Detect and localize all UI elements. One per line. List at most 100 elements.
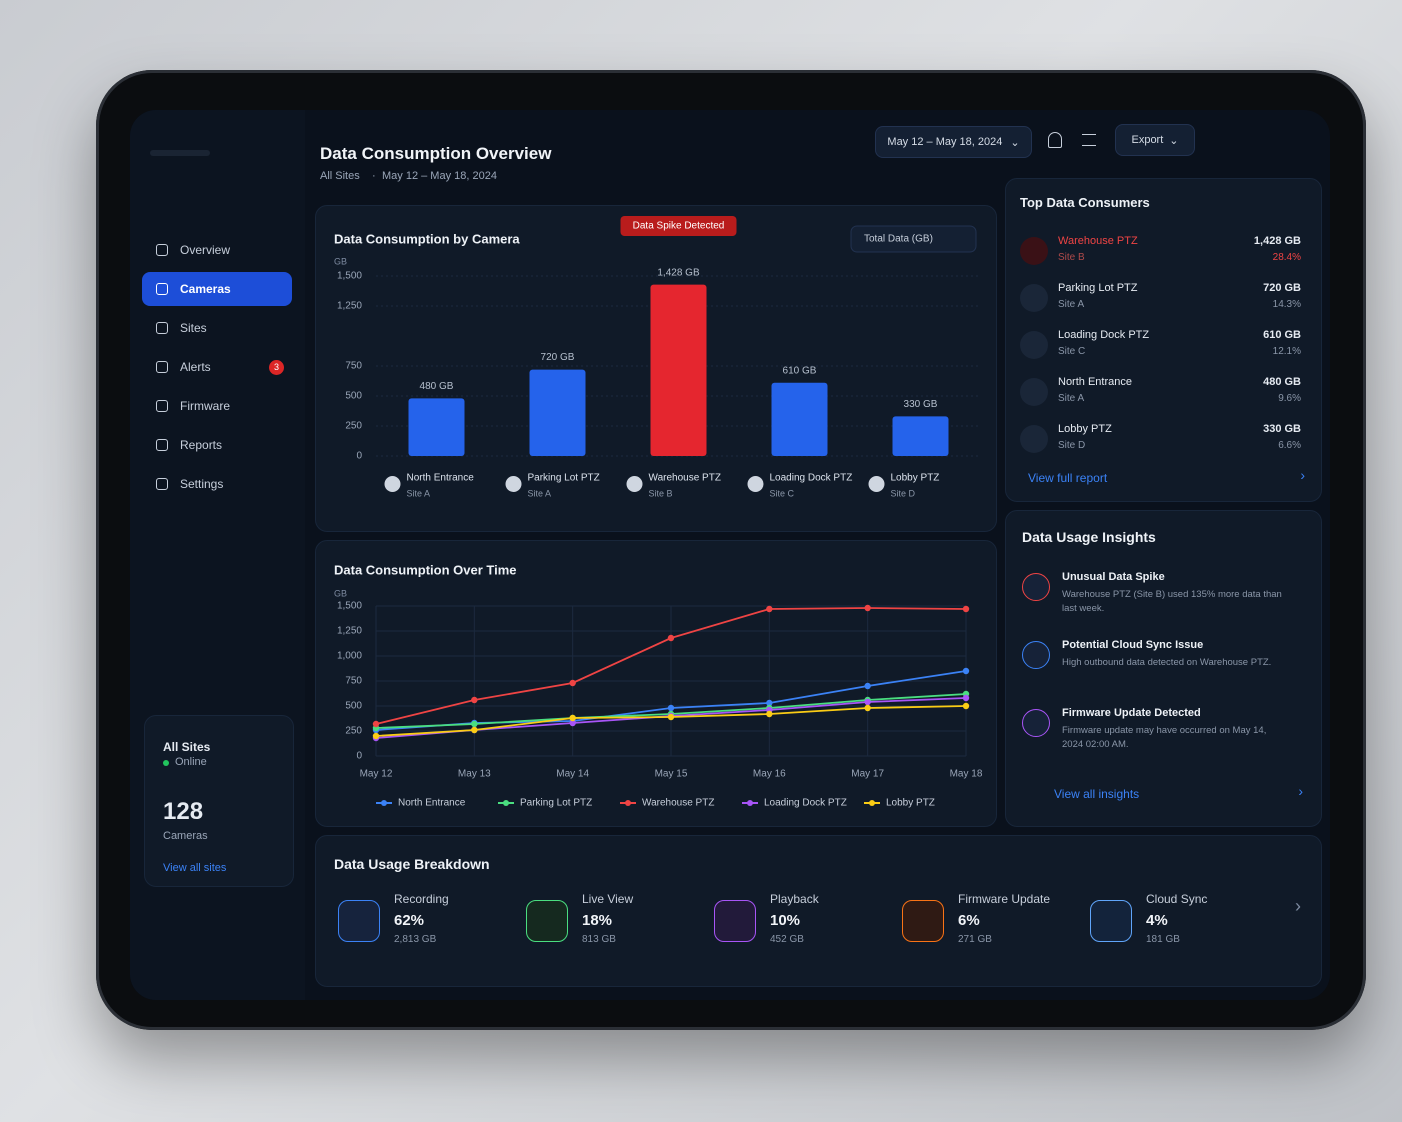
bar-value-label: 1,428 GB: [657, 267, 700, 278]
camera-icon: [1020, 331, 1048, 359]
camera-icon: [384, 476, 401, 492]
filter-icon[interactable]: [1082, 134, 1096, 146]
y-tick-label: 0: [356, 451, 362, 462]
nav-label: Settings: [180, 477, 224, 491]
breakdown-label: Firmware Update: [958, 892, 1051, 906]
legend-label: Warehouse PTZ: [642, 798, 714, 809]
sidebar: All Sites Online 128 Cameras View all si…: [130, 110, 305, 1000]
breakdown-icon: [902, 900, 944, 942]
bar: [529, 369, 586, 456]
data-point: [569, 719, 576, 727]
sites-title: All Sites: [163, 740, 211, 754]
dropdown[interactable]: [850, 225, 977, 253]
next-arrow[interactable]: ›: [1295, 896, 1301, 916]
legend-dot: [869, 800, 875, 806]
insight-icon: [1022, 709, 1050, 737]
consumer-row: North Entrance Site A 480 GB 9.6%: [1018, 372, 1309, 418]
data-point: [864, 698, 871, 706]
y-tick-label: 1,500: [337, 271, 362, 282]
y-tick-label: 1,250: [337, 626, 362, 637]
export-button[interactable]: Export ⌄: [1115, 124, 1195, 156]
breakdown-percent: 6%: [958, 912, 980, 929]
camera-icon: [747, 476, 764, 492]
subtitle-separator: ·: [372, 170, 376, 182]
arrow[interactable]: ›: [1298, 783, 1303, 799]
legend-dot: [747, 800, 753, 806]
y-tick-label: 0: [356, 751, 362, 762]
breakdown-panel: Data Usage Breakdown › Recording 62% 2,813…: [315, 835, 1322, 987]
consumer-site: Site C: [1058, 346, 1086, 357]
breakdown-label: Cloud Sync: [1146, 892, 1208, 906]
consumer-name: North Entrance: [1058, 376, 1132, 388]
consumer-name: Lobby PTZ: [1058, 423, 1112, 435]
insight-text: Firmware update may have occurred on May…: [1062, 725, 1267, 750]
date-range-button[interactable]: May 12 – May 18, 2024 ⌄: [875, 126, 1032, 158]
nav-icon: [156, 400, 168, 412]
notifications-icon[interactable]: [1048, 132, 1062, 148]
consumer-value: 480 GB: [1263, 376, 1301, 388]
data-point: [766, 710, 773, 718]
bar-value-label: 480 GB: [420, 381, 454, 392]
consumer-value: 720 GB: [1263, 282, 1301, 294]
date-range-text: May 12 – May 18, 2024: [887, 136, 1003, 148]
data-point: [962, 702, 970, 710]
screen: All Sites Online 128 Cameras View all si…: [130, 110, 1330, 1000]
legend-label: Loading Dock PTZ: [764, 798, 847, 809]
camera-icon: [626, 476, 643, 492]
nav-item[interactable]: Firmware: [142, 389, 292, 423]
nav-label: Cameras: [180, 282, 231, 296]
consumer-site: Site D: [1058, 440, 1086, 451]
bar-chart: Data Consumption by Camera Total Data (GB…: [334, 216, 981, 498]
data-point: [864, 604, 871, 612]
breakdown-size: 271 GB: [958, 934, 992, 945]
nav-item[interactable]: Sites: [142, 311, 292, 345]
x-tick-label: May 16: [753, 769, 786, 780]
sites-status: Online: [175, 756, 207, 768]
data-point: [569, 679, 576, 687]
dropdown-text: Total Data (GB): [864, 234, 933, 245]
legend-label: Parking Lot PTZ: [520, 798, 592, 809]
nav-icon: [156, 244, 168, 256]
x-tick-label: May 13: [458, 769, 491, 780]
y-tick-label: 750: [345, 676, 362, 687]
sites-card: All Sites Online 128 Cameras View all si…: [144, 715, 294, 887]
arrow[interactable]: ›: [1300, 467, 1305, 483]
camera-icon: [868, 476, 885, 492]
nav-icon: [156, 439, 168, 451]
bar: [892, 416, 949, 456]
nav-item[interactable]: Settings: [142, 467, 292, 501]
y-tick-label: 250: [345, 421, 362, 432]
nav-item[interactable]: Reports: [142, 428, 292, 462]
view-full-report[interactable]: View full report: [1028, 471, 1108, 485]
insight-icon: [1022, 641, 1050, 669]
consumer-value: 610 GB: [1263, 329, 1301, 341]
line-chart: Data Consumption Over Time GB 0 250 500 750 1,…: [334, 562, 983, 809]
subtitle-scope: All Sites: [320, 170, 360, 182]
data-point: [372, 720, 380, 728]
data-point: [372, 732, 380, 740]
bar: [650, 284, 707, 456]
consumer-site: Site A: [1058, 299, 1085, 310]
nav-item[interactable]: Alerts 3: [142, 350, 292, 384]
bar-value-label: 330 GB: [904, 399, 938, 410]
y-tick-label: 1,000: [337, 651, 362, 662]
nav-item[interactable]: Overview: [142, 233, 292, 267]
x-tick-site: Site A: [407, 488, 431, 498]
camera-icon: [1020, 237, 1048, 265]
sites-count-label: Cameras: [163, 830, 208, 842]
annotation-text: Data Spike Detected: [633, 221, 725, 232]
breakdown-percent: 10%: [770, 912, 801, 929]
camera-icon: [1020, 378, 1048, 406]
nav-item[interactable]: Cameras: [142, 272, 292, 306]
x-tick-site: Site D: [891, 488, 916, 498]
breakdown-icon: [1090, 900, 1132, 942]
nav-label: Overview: [180, 243, 231, 257]
data-point: [864, 682, 871, 690]
breakdown-title: Data Usage Breakdown: [334, 856, 490, 872]
view-all-sites[interactable]: View all sites: [163, 862, 227, 874]
view-all-insights[interactable]: View all insights: [1054, 787, 1140, 801]
nav-icon: [156, 283, 168, 295]
chevron: ⌄: [1169, 134, 1179, 147]
consumer-share: 14.3%: [1272, 299, 1301, 310]
data-point: [471, 720, 478, 728]
